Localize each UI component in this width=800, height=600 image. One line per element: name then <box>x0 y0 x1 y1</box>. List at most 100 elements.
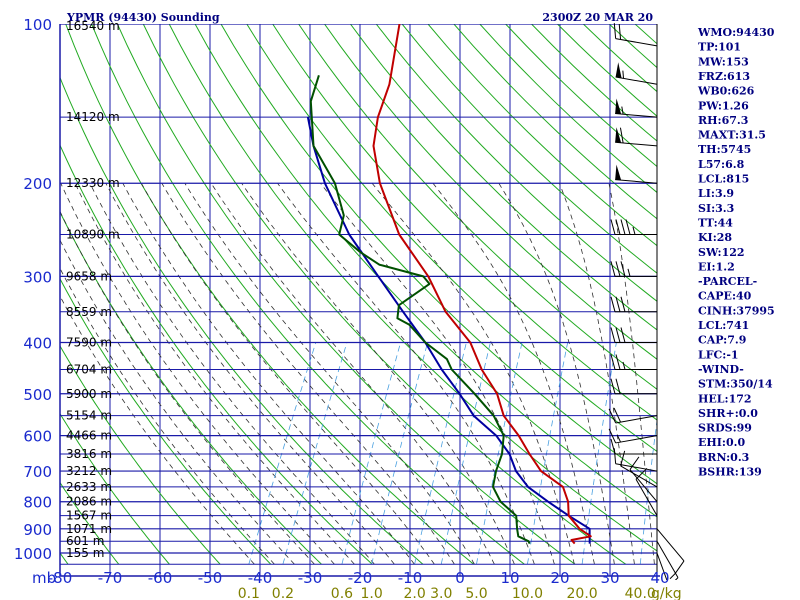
dry-adiabat-line <box>116 24 576 565</box>
pressure-tick-label: 600 <box>23 428 52 446</box>
temperature-tick-label: -80 <box>48 569 73 587</box>
dry-adiabat-line <box>272 24 657 421</box>
mixing-ratio-line <box>414 342 467 565</box>
moist-adiabat-line <box>122 183 415 565</box>
mixing-ratio-line <box>341 342 401 565</box>
wind-barb-shaft <box>615 141 658 147</box>
mixing-ratio-tick-label: 1.0 <box>361 586 383 600</box>
temperature-tick-label: -50 <box>198 569 223 587</box>
wind-barb-feather <box>619 127 624 144</box>
index-line: TP:101 <box>698 41 741 54</box>
mixing-ratio-line <box>639 418 657 565</box>
mixing-ratio-unit-label: g/kg <box>651 586 682 600</box>
index-line: CINH:37995 <box>698 304 775 317</box>
wind-barb <box>610 219 657 236</box>
index-line: STM:350/14 <box>698 378 773 391</box>
index-line: SHR+:0.0 <box>698 407 758 420</box>
index-line: SRDS:99 <box>698 422 752 435</box>
mixing-ratio-tick-label: 5.0 <box>465 586 487 600</box>
index-line: LFC:-1 <box>698 348 739 361</box>
moist-adiabat-line <box>210 182 495 565</box>
moist-adiabat-line <box>60 295 255 565</box>
height-label: 3816 m <box>66 447 112 461</box>
wind-barb-feather <box>615 296 621 312</box>
wind-barb-shaft <box>615 179 658 184</box>
wind-barb-feather <box>613 23 617 39</box>
wind-barb-feather <box>629 456 640 470</box>
wind-barb <box>610 378 657 395</box>
pressure-tick-label: 100 <box>23 16 52 34</box>
mixing-ratio-line <box>581 342 617 565</box>
index-line: LI:3.9 <box>698 187 734 200</box>
pressure-tick-label: 500 <box>23 386 52 404</box>
moist-adiabat-line <box>60 239 295 565</box>
mixing-ratio-tick-label: 0.2 <box>272 586 294 600</box>
wind-barb-feather <box>613 407 622 423</box>
mixing-ratio-line <box>248 342 317 565</box>
temperature-tick-label: -60 <box>148 569 173 587</box>
wind-barb-feather <box>620 261 626 277</box>
temperature-tick-label: -40 <box>248 569 273 587</box>
temperature-tick-label: -10 <box>398 569 423 587</box>
wind-barb <box>610 261 657 277</box>
height-label: 16540 m <box>66 19 120 33</box>
pressure-tick-label: 200 <box>23 175 52 193</box>
dry-adiabat-line <box>427 24 657 247</box>
index-line: -WIND- <box>698 363 744 376</box>
wind-barb-shaft <box>656 528 685 562</box>
height-label: 1567 m <box>66 509 112 523</box>
index-line: WMO:94430 <box>697 26 775 39</box>
wind-barb-flag <box>615 98 622 115</box>
moist-adiabat-line <box>184 182 475 565</box>
moist-adiabat-line <box>608 183 655 565</box>
index-line: TT:44 <box>698 216 733 229</box>
mixing-ratio-tick-label: 20.0 <box>567 586 598 600</box>
wind-barb-shaft <box>615 76 658 85</box>
moist-adiabat-line <box>60 183 335 565</box>
wind-barb-feather <box>674 577 679 580</box>
pressure-tick-label: 700 <box>23 463 52 481</box>
height-label: 2086 m <box>66 495 112 509</box>
wind-barb-half-feather <box>632 226 636 235</box>
moist-adiabat-line <box>320 182 555 565</box>
moist-adiabat-line <box>371 182 575 565</box>
wind-barb-half-feather <box>616 434 622 443</box>
moist-adiabat-line <box>432 182 595 565</box>
height-label: 4466 m <box>66 429 112 443</box>
mixing-ratio-tick-label: 40.0 <box>625 586 656 600</box>
moist-adiabat-line <box>74 183 355 565</box>
moist-adiabat-line <box>498 182 615 565</box>
pressure-tick-label: 900 <box>23 521 52 539</box>
wind-barb-half-feather <box>669 572 676 580</box>
wind-barb-feather <box>615 354 621 370</box>
wind-barb-feather <box>618 23 622 40</box>
wind-barb-feather <box>620 327 626 343</box>
dry-adiabat-line <box>60 210 322 565</box>
wind-barb <box>656 540 679 580</box>
wind-barb <box>610 327 657 343</box>
wind-barb-feather <box>610 378 616 394</box>
dry-adiabat-line <box>60 76 424 565</box>
wind-barb-shaft <box>615 435 658 444</box>
index-line: RH:67.3 <box>698 114 748 127</box>
pressure-tick-label: 300 <box>23 268 52 286</box>
mixing-ratio-line <box>371 342 428 565</box>
dry-adiabat-line <box>220 24 657 485</box>
temperature-tick-label: -70 <box>98 569 123 587</box>
wind-barb-shaft <box>656 552 668 580</box>
height-label: 601 m <box>66 534 104 548</box>
wind-barb-feather <box>620 219 626 235</box>
moist-adiabat-line <box>105 183 395 565</box>
wind-barb <box>610 296 657 313</box>
wind-barb-feather <box>625 219 631 235</box>
wind-barb-feather <box>610 327 616 343</box>
index-line: WB0:626 <box>697 85 755 98</box>
wind-barb-shaft <box>615 463 658 472</box>
mixing-ratio-tick-label: 3.0 <box>430 586 452 600</box>
dry-adiabat-line <box>401 24 657 274</box>
index-line: LCL:741 <box>698 319 749 332</box>
temperature-tick-label: -30 <box>298 569 323 587</box>
